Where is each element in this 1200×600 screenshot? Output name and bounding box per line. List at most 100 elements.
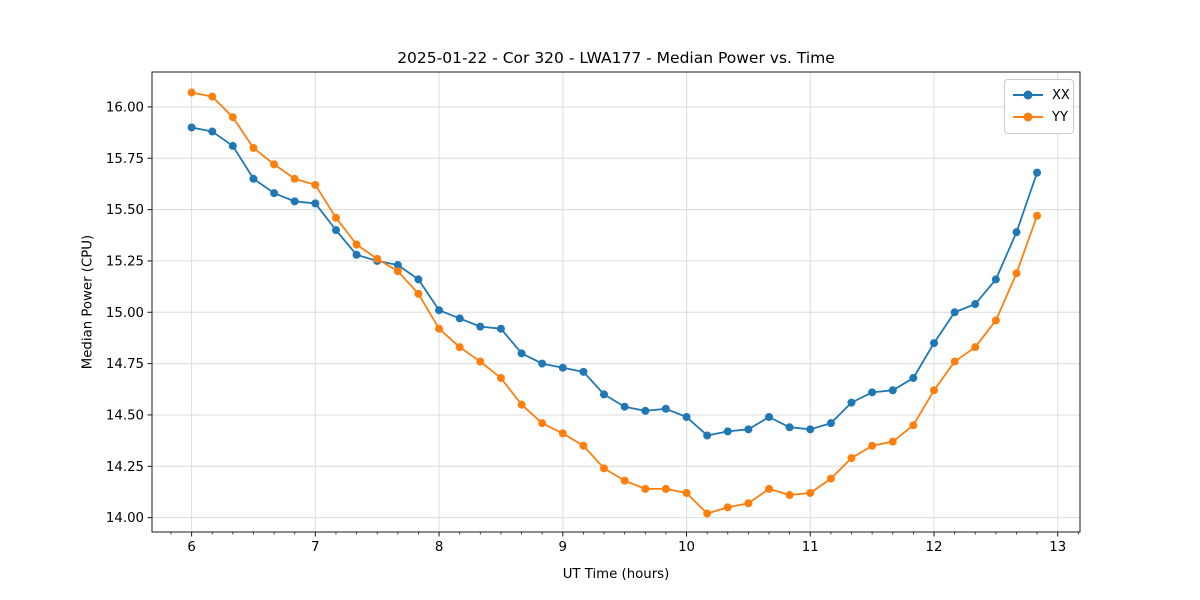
data-point-xx bbox=[950, 308, 959, 317]
data-point-xx bbox=[826, 419, 835, 428]
legend-item-xx: XX bbox=[1013, 84, 1070, 106]
data-point-yy bbox=[435, 324, 444, 333]
series-yy-markers bbox=[187, 88, 1042, 518]
data-point-yy bbox=[868, 441, 877, 450]
data-point-xx bbox=[455, 314, 464, 323]
data-point-xx bbox=[888, 386, 897, 395]
y-tick-label: 15.00 bbox=[106, 306, 144, 321]
legend-label: YY bbox=[1052, 109, 1068, 125]
data-point-xx bbox=[765, 413, 774, 421]
data-point-yy bbox=[744, 499, 753, 508]
data-point-yy bbox=[826, 474, 835, 483]
data-point-xx bbox=[187, 123, 196, 132]
data-point-xx bbox=[703, 431, 712, 440]
data-point-xx bbox=[538, 359, 547, 368]
data-point-yy bbox=[414, 289, 423, 298]
data-point-xx bbox=[476, 322, 485, 331]
data-point-yy bbox=[249, 143, 258, 152]
data-point-xx bbox=[311, 199, 320, 208]
axes-spines bbox=[151, 71, 1081, 533]
data-point-xx bbox=[785, 423, 794, 432]
data-point-xx bbox=[517, 349, 526, 358]
data-point-yy bbox=[352, 240, 361, 249]
data-point-xx bbox=[435, 306, 444, 315]
data-point-xx bbox=[331, 226, 340, 235]
data-point-yy bbox=[991, 316, 1000, 325]
data-point-xx bbox=[929, 339, 938, 348]
plot-border bbox=[151, 71, 1081, 533]
data-point-xx bbox=[352, 250, 361, 259]
data-point-yy bbox=[290, 174, 299, 183]
data-point-yy bbox=[270, 160, 279, 169]
y-tick-label: 16.00 bbox=[106, 100, 144, 115]
data-point-yy bbox=[682, 488, 691, 497]
data-point-yy bbox=[661, 484, 670, 493]
y-tick-label: 14.25 bbox=[106, 460, 144, 475]
data-point-yy bbox=[641, 484, 650, 493]
data-point-yy bbox=[228, 113, 237, 122]
data-point-xx bbox=[1033, 168, 1042, 177]
series-yy-path bbox=[191, 91, 1038, 515]
data-point-yy bbox=[703, 509, 712, 518]
data-point-yy bbox=[208, 92, 217, 101]
data-point-yy bbox=[971, 343, 980, 352]
data-point-yy bbox=[311, 180, 320, 189]
x-tick-label: 9 bbox=[559, 540, 567, 555]
data-point-yy bbox=[888, 437, 897, 446]
data-point-xx bbox=[270, 189, 279, 198]
data-point-yy bbox=[806, 488, 815, 497]
data-point-xx bbox=[682, 413, 691, 421]
data-point-xx bbox=[641, 406, 650, 415]
legend-dot-icon bbox=[1023, 112, 1033, 122]
legend-line-marker-icon bbox=[1013, 112, 1043, 122]
chart-title: 2025-01-22 - Cor 320 - LWA177 - Median P… bbox=[397, 49, 835, 67]
data-point-yy bbox=[929, 386, 938, 395]
x-axis-label: UT Time (hours) bbox=[562, 567, 670, 582]
data-point-xx bbox=[393, 261, 402, 270]
data-point-yy bbox=[909, 421, 918, 430]
x-tick-label: 8 bbox=[435, 540, 443, 555]
y-axis-label: Median Power (CPU) bbox=[80, 234, 96, 370]
data-point-yy bbox=[558, 429, 567, 438]
data-point-yy bbox=[785, 491, 794, 500]
data-point-yy bbox=[847, 454, 856, 463]
data-point-yy bbox=[373, 254, 382, 263]
data-point-xx bbox=[228, 141, 237, 150]
data-point-xx bbox=[599, 390, 608, 399]
y-tick-label: 15.50 bbox=[106, 203, 144, 218]
data-point-yy bbox=[1033, 211, 1042, 220]
y-tick-label: 15.75 bbox=[106, 152, 144, 167]
x-tick-label: 6 bbox=[187, 540, 195, 555]
legend: XX YY bbox=[1004, 79, 1074, 134]
data-point-xx bbox=[290, 197, 299, 206]
data-point-xx bbox=[661, 404, 670, 413]
data-point-xx bbox=[414, 275, 423, 284]
data-point-yy bbox=[331, 213, 340, 222]
data-point-yy bbox=[496, 373, 505, 382]
data-point-yy bbox=[620, 476, 629, 485]
legend-line-marker-icon bbox=[1013, 90, 1043, 100]
data-point-yy bbox=[1012, 269, 1021, 278]
y-tick-label: 14.50 bbox=[106, 408, 144, 423]
y-tick-label: 14.00 bbox=[106, 511, 144, 526]
data-point-xx bbox=[1012, 228, 1021, 237]
data-point-yy bbox=[187, 88, 196, 97]
data-point-xx bbox=[806, 425, 815, 434]
series-xx-path bbox=[191, 126, 1038, 437]
x-tick-label: 10 bbox=[678, 540, 695, 555]
data-point-xx bbox=[909, 373, 918, 382]
data-point-yy bbox=[517, 400, 526, 409]
data-point-yy bbox=[950, 357, 959, 366]
data-point-xx bbox=[579, 367, 588, 376]
data-point-xx bbox=[991, 275, 1000, 284]
data-point-xx bbox=[208, 127, 217, 136]
y-tick-label: 15.25 bbox=[106, 254, 144, 269]
legend-item-yy: YY bbox=[1013, 106, 1068, 128]
x-tick-label: 12 bbox=[926, 540, 943, 555]
data-point-xx bbox=[620, 402, 629, 411]
data-point-xx bbox=[496, 324, 505, 333]
data-point-yy bbox=[476, 357, 485, 366]
series-xx-markers bbox=[187, 123, 1042, 440]
grid-lines bbox=[152, 72, 1080, 532]
